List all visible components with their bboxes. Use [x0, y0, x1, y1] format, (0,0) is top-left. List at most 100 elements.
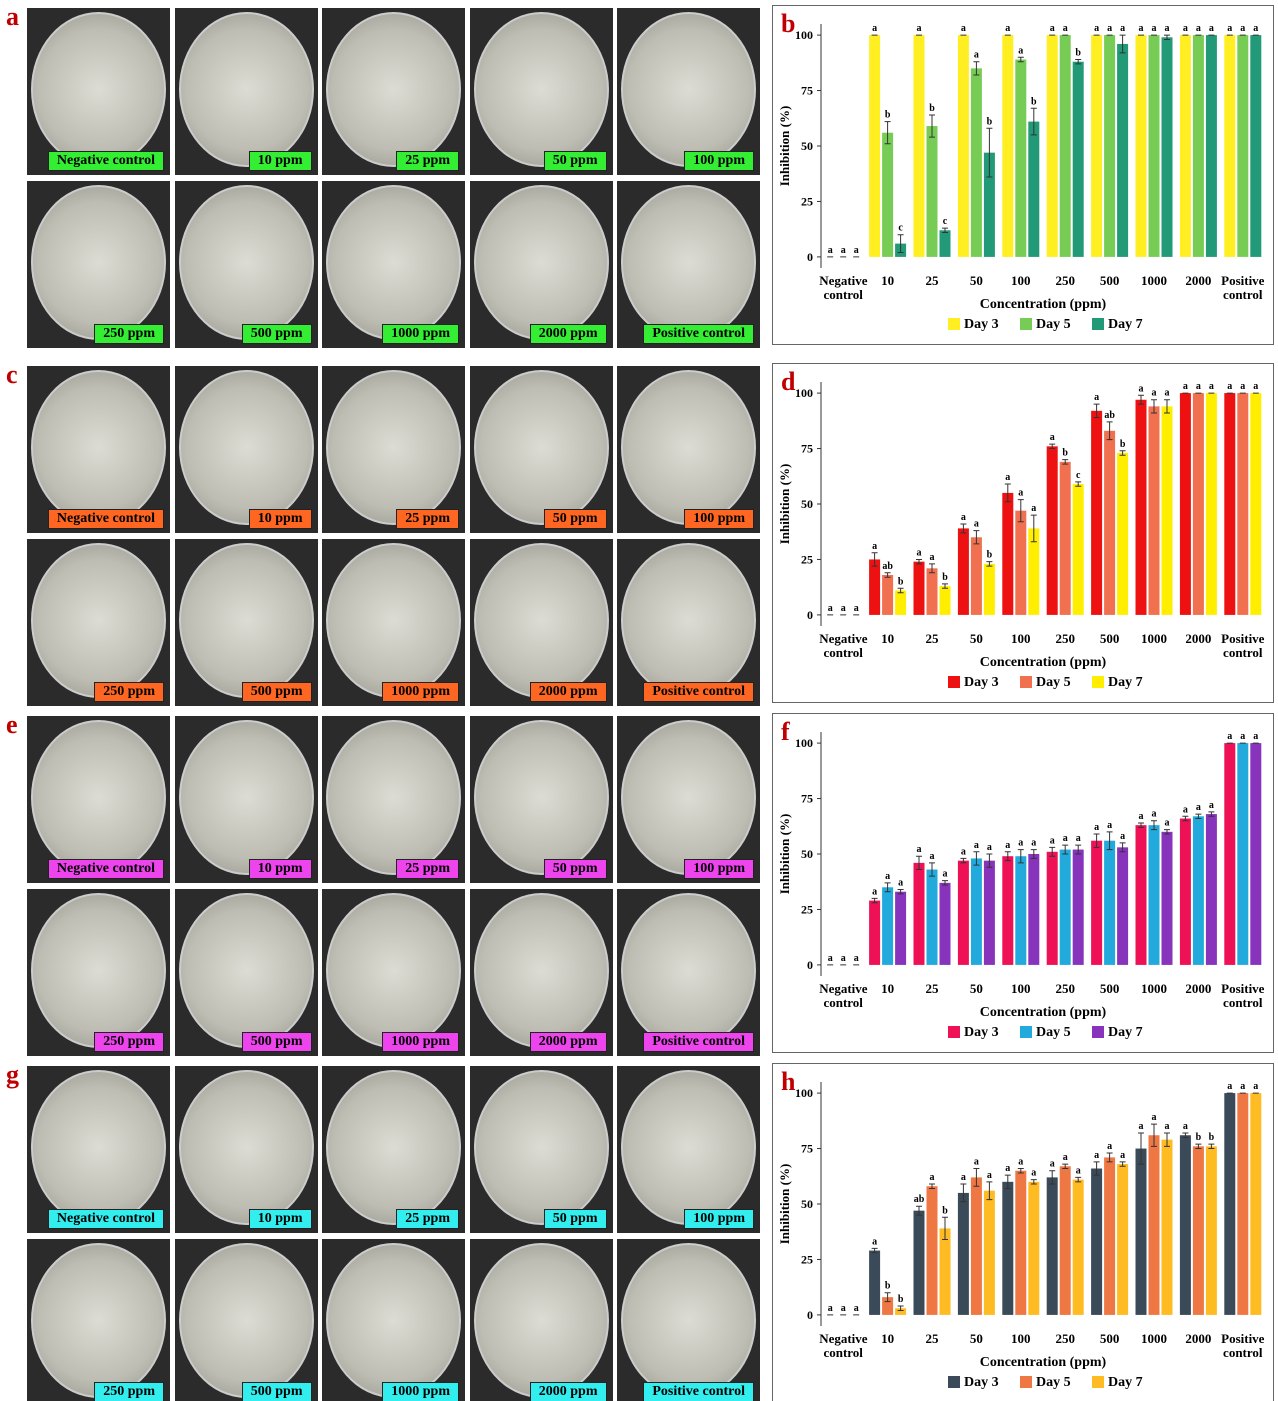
petri-dish [621, 543, 756, 698]
petri-plate: 250 ppm [27, 539, 170, 706]
bar [1237, 1093, 1248, 1315]
significance-letter: a [1196, 381, 1201, 392]
legend-swatch [948, 676, 960, 688]
significance-letter: a [943, 869, 948, 880]
petri-dish [621, 1243, 756, 1398]
plate-label: 500 ppm [242, 324, 312, 344]
significance-letter: a [1107, 1141, 1112, 1152]
bar [1028, 122, 1039, 257]
x-tick-label: 100 [997, 632, 1045, 646]
plate-label: 100 ppm [684, 151, 754, 171]
petri-plate: 10 ppm [175, 8, 318, 175]
y-tick-label: 50 [801, 847, 813, 861]
legend-swatch [1020, 1026, 1032, 1038]
significance-letter: a [1063, 833, 1068, 844]
plate-label: 2000 ppm [530, 324, 607, 344]
x-tick-label: 25 [908, 632, 956, 646]
bar [1002, 493, 1013, 615]
significance-letter: a [1018, 488, 1023, 499]
bar [895, 892, 906, 965]
significance-letter: a [1094, 822, 1099, 833]
significance-letter: a [1196, 23, 1201, 34]
bar [1104, 35, 1115, 257]
plate-label: 250 ppm [94, 324, 164, 344]
significance-letter: a [1031, 838, 1036, 849]
x-tick-label: 100 [997, 274, 1045, 288]
legend-label: Day 3 [964, 317, 999, 332]
petri-plate: 25 ppm [322, 8, 465, 175]
bar [1224, 743, 1235, 965]
y-tick-label: 75 [801, 1142, 813, 1156]
y-tick-label: 0 [807, 250, 813, 264]
petri-dish [31, 185, 166, 340]
significance-letter: a [974, 519, 979, 530]
y-tick-label: 25 [801, 194, 813, 208]
bar [869, 559, 880, 614]
significance-letter: a [854, 245, 859, 256]
significance-letter: a [1076, 1165, 1081, 1176]
plate-label: 25 ppm [396, 509, 459, 529]
x-axis-title: Concentration (ppm) [980, 297, 1107, 312]
bar [1117, 44, 1128, 257]
plate-label: Negative control [48, 509, 164, 529]
x-tick-label: 50 [952, 632, 1000, 646]
bar [869, 35, 880, 257]
bar [1104, 841, 1115, 965]
plate-label: 1000 ppm [382, 682, 459, 702]
x-axis-title: Concentration (ppm) [980, 1355, 1107, 1370]
x-tick-label: 25 [908, 1332, 956, 1346]
petri-dish [31, 1243, 166, 1398]
significance-letter: a [854, 603, 859, 614]
x-tick-label: 250 [1041, 632, 1089, 646]
bar [1028, 1182, 1039, 1315]
petri-dish [179, 1070, 314, 1225]
plate-label: Positive control [643, 682, 754, 702]
bar [882, 575, 893, 615]
chart-panel: h0255075100Inhibition (%)aaaabbababaaaaa… [772, 1063, 1274, 1401]
bar [1028, 854, 1039, 965]
significance-letter: a [917, 844, 922, 855]
significance-letter: b [898, 1294, 904, 1305]
significance-letter: a [1165, 818, 1170, 829]
bar [1091, 411, 1102, 615]
significance-letter: a [1152, 809, 1157, 820]
bar [882, 887, 893, 965]
plate-label: 100 ppm [684, 859, 754, 879]
significance-letter: a [961, 23, 966, 34]
petri-dish [179, 12, 314, 167]
petri-dish [621, 12, 756, 167]
bar [1136, 35, 1147, 257]
petri-dish [326, 1243, 461, 1398]
x-tick-label: Negative control [819, 274, 867, 302]
petri-dish [31, 370, 166, 525]
petri-dish [474, 185, 609, 340]
legend-swatch [1020, 1376, 1032, 1388]
petri-plate: 1000 ppm [322, 539, 465, 706]
bar [984, 1191, 995, 1315]
y-tick-label: 0 [807, 958, 813, 972]
y-axis-title: Inhibition (%) [777, 464, 792, 545]
significance-letter: a [1018, 45, 1023, 56]
petri-plate: 250 ppm [27, 1239, 170, 1401]
petri-plate: 100 ppm [617, 366, 760, 533]
bar [971, 68, 982, 257]
bar [1149, 825, 1160, 965]
legend-label: Day 7 [1108, 1025, 1143, 1040]
bar [1047, 1177, 1058, 1315]
x-tick-label: 50 [952, 982, 1000, 996]
y-tick-label: 100 [795, 386, 813, 400]
significance-letter: b [1062, 448, 1068, 459]
legend-swatch [1092, 1026, 1104, 1038]
x-tick-label: Positive control [1219, 632, 1267, 660]
legend-swatch [1092, 676, 1104, 688]
significance-letter: a [1031, 503, 1036, 514]
y-tick-label: 100 [795, 1086, 813, 1100]
bar [1117, 453, 1128, 615]
bar [1206, 393, 1217, 615]
significance-letter: a [1227, 731, 1232, 742]
bar [1015, 511, 1026, 615]
y-tick-label: 100 [795, 736, 813, 750]
petri-plate: 1000 ppm [322, 1239, 465, 1401]
significance-letter: a [872, 1236, 877, 1247]
bar [1224, 35, 1235, 257]
